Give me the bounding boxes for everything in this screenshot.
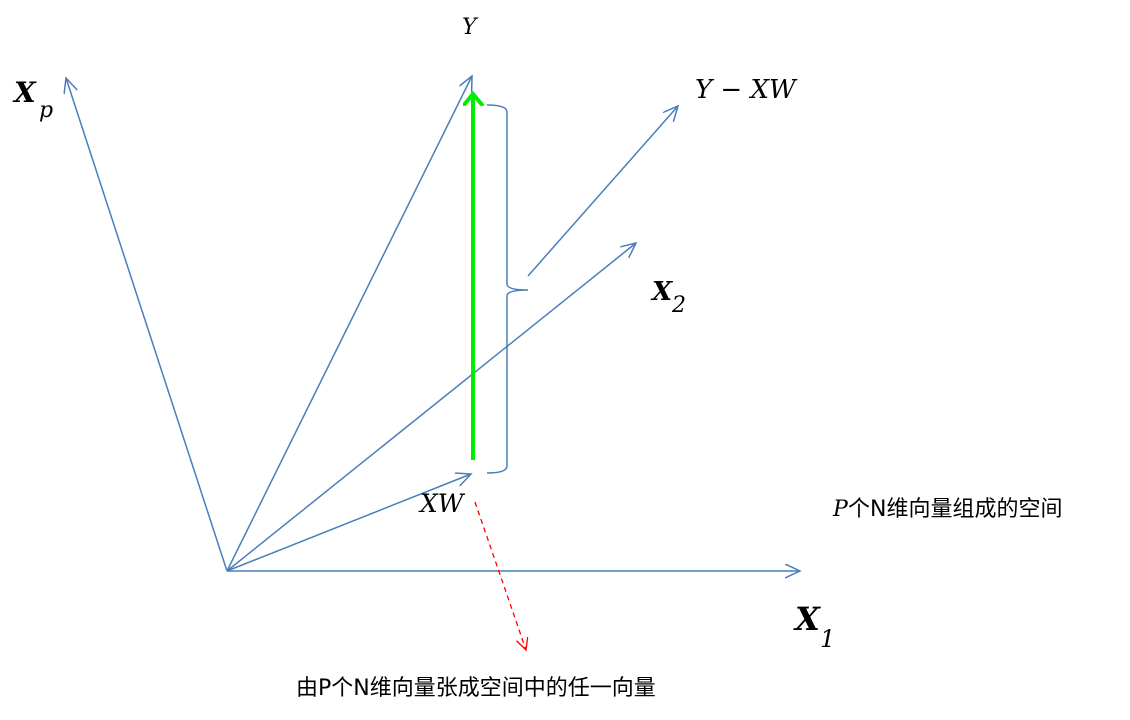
residual-label: Y − XW xyxy=(695,75,798,105)
xw-vector xyxy=(226,474,471,572)
y-vector xyxy=(226,76,472,572)
xp-subscript: p xyxy=(39,98,53,123)
span-note: 由P个N维向量张成空间中的任一向量 xyxy=(296,676,656,701)
space-label: 个N维向量组成的空间 xyxy=(848,497,1062,522)
xp-vector xyxy=(66,78,228,572)
x2-label: X xyxy=(650,277,674,307)
residual-vector xyxy=(527,106,678,277)
xp-label: X xyxy=(12,76,37,109)
space-label-p: P xyxy=(832,497,849,522)
x1-label: X xyxy=(793,600,821,638)
x2-subscript: 2 xyxy=(671,293,686,318)
pointer-arrow xyxy=(474,501,526,650)
x2-vector xyxy=(226,243,636,572)
x1-subscript: 1 xyxy=(820,625,835,653)
brace xyxy=(486,104,529,474)
y-label: Y xyxy=(462,15,479,40)
xw-label: XW xyxy=(418,489,466,518)
